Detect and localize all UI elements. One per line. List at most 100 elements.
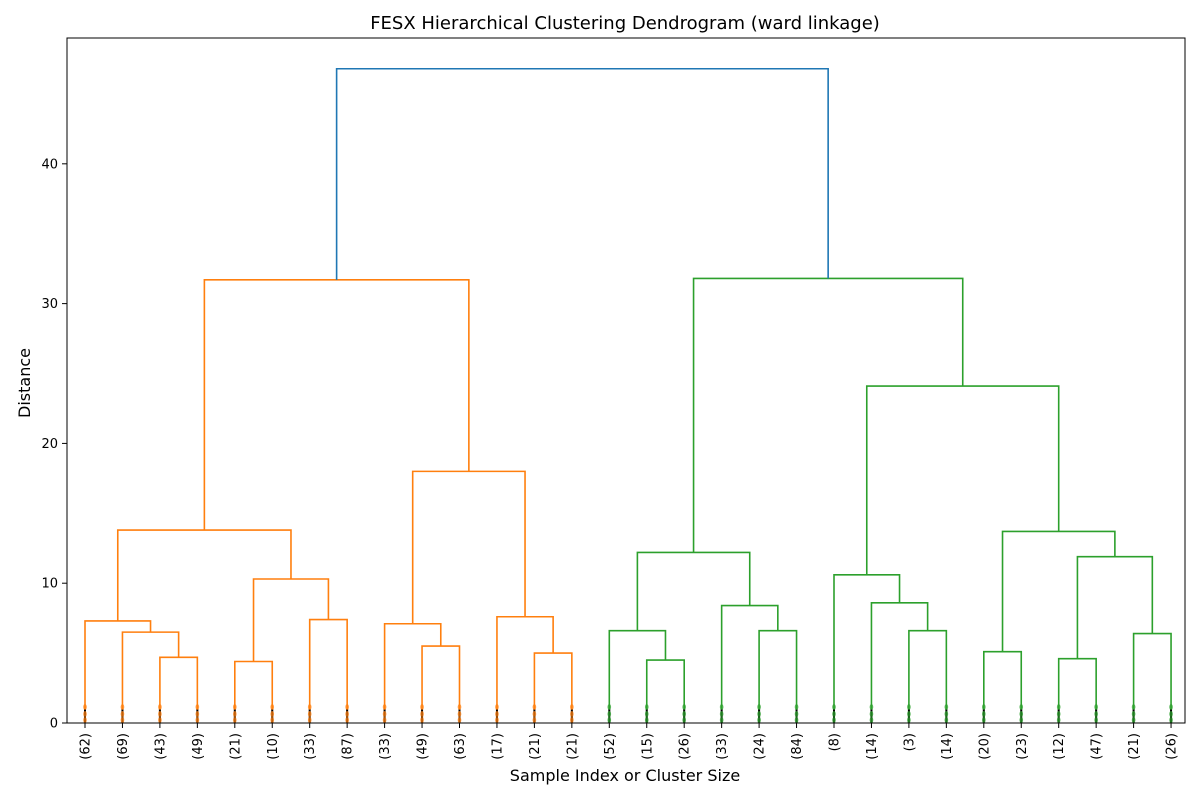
leaf-dot — [1056, 711, 1061, 717]
dendrogram-link — [383, 622, 442, 723]
leaf-label: (14) — [865, 733, 880, 760]
leaf-label: (17) — [490, 733, 505, 760]
leaf-label: (10) — [266, 733, 281, 760]
leaf-dot — [120, 704, 125, 710]
leaf-dot — [757, 711, 761, 717]
leaf-dot — [944, 711, 949, 717]
leaf-dot — [794, 717, 799, 723]
leaf-label: (84) — [790, 733, 805, 760]
leaf-dot — [832, 704, 836, 710]
leaf-label: (33) — [715, 733, 730, 760]
leaf-dot — [457, 704, 462, 710]
leaf-dot — [158, 704, 162, 710]
leaf-dot — [1019, 717, 1024, 723]
leaf-label: (26) — [1165, 733, 1180, 760]
leaf-dot — [1169, 717, 1173, 723]
dendrogram-link — [908, 629, 948, 723]
y-axis: 0 10 20 30 40 — [41, 157, 67, 732]
dendrogram-link — [421, 645, 461, 723]
y-tick-label: 30 — [41, 297, 58, 312]
leaf-dot — [195, 704, 200, 710]
leaf-dot — [270, 704, 275, 710]
leaf-label: (23) — [1015, 733, 1030, 760]
y-tick-label: 0 — [50, 717, 58, 732]
x-axis-label: Sample Index or Cluster Size — [510, 766, 740, 785]
dendrogram-link — [692, 277, 964, 553]
leaf-label: (87) — [341, 733, 356, 760]
leaf-label: (24) — [753, 733, 768, 760]
leaf-dot — [1131, 704, 1136, 710]
leaf-dot — [907, 704, 911, 710]
dendrogram-link — [608, 629, 667, 723]
dendrogram-link — [865, 385, 1060, 575]
leaf-dot — [532, 717, 537, 723]
leaf-dot — [233, 711, 237, 717]
leaf-label: (69) — [116, 733, 131, 760]
leaf-dot — [570, 717, 574, 723]
leaf-dot — [120, 711, 125, 717]
dendrogram-link — [234, 660, 274, 723]
leaf-label: (14) — [940, 733, 955, 760]
leaf-dot — [1169, 704, 1173, 710]
leaf-label: (47) — [1090, 733, 1105, 760]
leaf-dot — [570, 704, 574, 710]
leaf-dot — [570, 711, 574, 717]
leaf-dot — [682, 711, 686, 717]
dendrogram-link — [720, 604, 779, 723]
y-tick-label: 20 — [41, 437, 58, 452]
leaf-dot — [1131, 711, 1136, 717]
dendrogram-link — [1001, 530, 1116, 652]
leaf-dot — [382, 711, 387, 717]
dendrogram-link — [411, 470, 526, 624]
leaf-dot — [382, 704, 387, 710]
leaf-dot — [682, 717, 686, 723]
leaf-dot — [307, 711, 312, 717]
y-axis-label: Distance — [15, 348, 34, 418]
leaf-dot — [907, 711, 911, 717]
leaf-dot — [719, 711, 724, 717]
leaf-dot — [1019, 711, 1024, 717]
leaf-label: (52) — [603, 733, 618, 760]
leaf-dot — [420, 717, 424, 723]
y-tick-label: 10 — [41, 577, 58, 592]
dendrogram-link — [983, 650, 1023, 723]
dendrogram-link — [308, 618, 348, 723]
leaf-label: (49) — [191, 733, 206, 760]
leaf-dot — [1056, 704, 1061, 710]
leaf-dot — [195, 711, 200, 717]
leaf-dot — [944, 717, 949, 723]
leaf-label: (33) — [378, 733, 393, 760]
leaf-label: (21) — [1127, 733, 1142, 760]
leaf-dot — [83, 717, 87, 723]
leaf-dot — [719, 717, 724, 723]
dendrogram-link — [84, 620, 152, 723]
leaf-dot — [158, 717, 162, 723]
leaf-label: (43) — [153, 733, 168, 760]
leaf-dot — [1094, 704, 1098, 710]
leaf-dot — [607, 717, 612, 723]
leaf-dot — [1131, 717, 1136, 723]
leaf-dot — [457, 711, 462, 717]
chart-title: FESX Hierarchical Clustering Dendrogram … — [370, 13, 880, 34]
leaf-dot — [83, 704, 87, 710]
x-axis: (62) (69) (43) (49) (21) (10) (33) (87) (33) (49)… — [79, 723, 1180, 760]
leaf-dot — [794, 711, 799, 717]
leaf-label: (20) — [977, 733, 992, 760]
y-tick-label: 40 — [41, 157, 58, 172]
leaf-label: (21) — [565, 733, 580, 760]
leaf-label: (63) — [453, 733, 468, 760]
dendrogram-link — [116, 529, 292, 621]
leaf-dot — [1169, 711, 1173, 717]
leaf-dot — [495, 711, 499, 717]
leaf-dot — [233, 717, 237, 723]
leaf-dot — [982, 711, 986, 717]
leaf-label: (26) — [678, 733, 693, 760]
leaf-dot — [869, 711, 874, 717]
leaf-dot — [270, 717, 275, 723]
leaf-label: (3) — [902, 733, 917, 751]
dendrogram-link — [121, 631, 180, 723]
leaf-dot — [495, 717, 499, 723]
leaf-dot — [1019, 704, 1024, 710]
leaf-dot — [83, 711, 87, 717]
